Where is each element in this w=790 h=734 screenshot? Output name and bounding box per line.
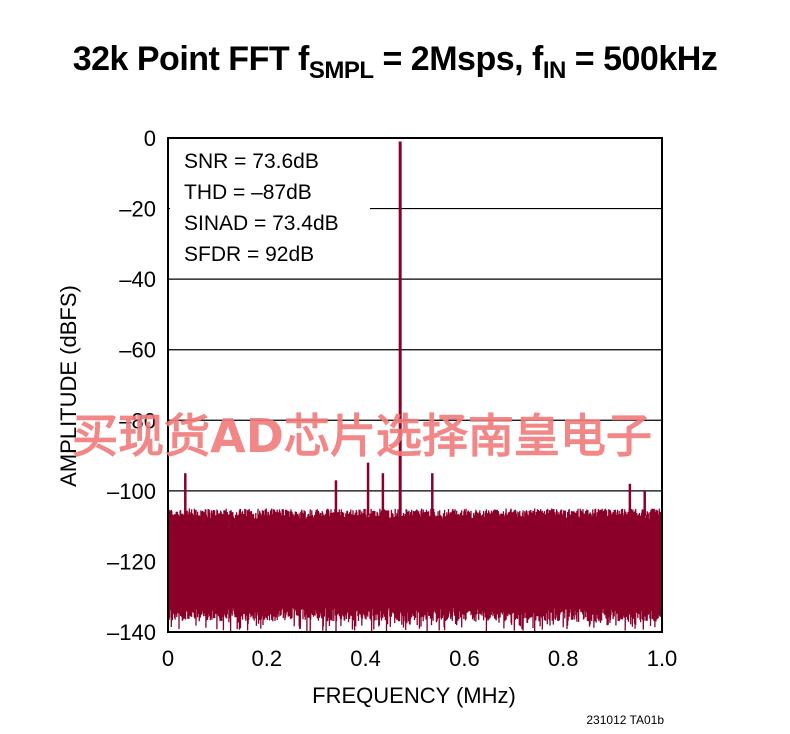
- y-tick-label: –100: [107, 479, 156, 504]
- y-tick-label: –40: [119, 267, 156, 292]
- figure-id: 231012 TA01b: [586, 713, 664, 727]
- y-tick-labels: 0 –20 –40 –60 –80 –100 –120 –140: [107, 126, 156, 645]
- x-tick-label: 0.4: [350, 646, 381, 671]
- y-tick-label: –20: [119, 197, 156, 222]
- annotation-text: SINAD = 73.4dB: [184, 212, 339, 235]
- annotation-text: SNR = 73.6dB: [184, 150, 319, 173]
- x-tick-label: 1.0: [647, 646, 678, 671]
- annotation-box: [170, 142, 370, 278]
- x-tick-label: 0.8: [548, 646, 579, 671]
- annotations: SNR = 73.6dB THD = –87dB SINAD = 73.4dB SFD…: [184, 150, 339, 266]
- y-tick-label: –60: [119, 338, 156, 363]
- annotation-text: THD = –87dB: [184, 181, 312, 204]
- y-tick-label: 0: [144, 126, 156, 151]
- y-tick-label: –140: [107, 620, 156, 645]
- y-tick-label: –80: [119, 408, 156, 433]
- x-tick-label: 0.2: [252, 646, 283, 671]
- x-axis-label: FREQUENCY (MHz): [312, 683, 516, 708]
- noise-floor: [167, 508, 663, 632]
- annotation-text: SFDR = 92dB: [184, 243, 314, 266]
- y-axis-label: AMPLITUDE (dBFS): [56, 285, 81, 487]
- watermark-text: 买现货AD芯片选择南皇电子: [72, 409, 652, 463]
- y-tick-label: –120: [107, 549, 156, 574]
- x-tick-label: 0.6: [449, 646, 480, 671]
- chart-title: 32k Point FFT fSMPL = 2Msps, fIN = 500kH…: [72, 40, 718, 84]
- plot-frame: [167, 137, 663, 633]
- x-tick-labels: 0 0.2 0.4 0.6 0.8 1.0: [162, 646, 677, 671]
- fft-trace: [167, 141, 663, 632]
- x-tick-label: 0: [162, 646, 174, 671]
